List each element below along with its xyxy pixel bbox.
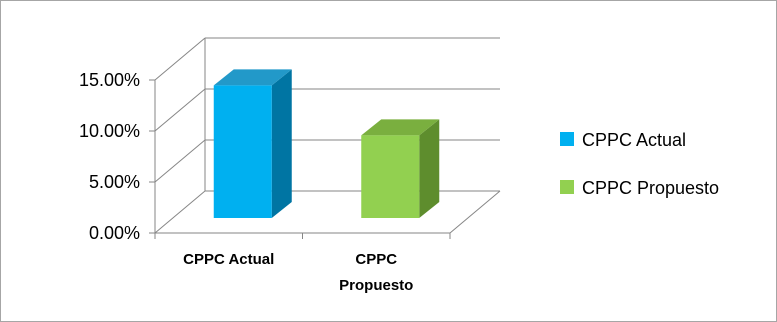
bar-side [419,119,440,218]
legend-swatch [560,132,574,146]
gridline-diagonal [154,190,206,234]
x-tick-label: CPPC Actual [183,251,274,268]
bar-top [361,119,440,136]
y-tick-label: 0.00% [89,223,140,243]
bar-side [271,69,292,219]
bar [361,135,420,218]
y-tick-label: 5.00% [89,172,140,192]
gridline-diagonal [154,88,206,132]
legend-label: CPPC Propuesto [582,178,719,198]
legend-label: CPPC Actual [582,130,686,150]
legend-swatch [560,180,574,194]
x-tick-label: Propuesto [339,277,413,294]
y-tick-label: 10.00% [79,121,140,141]
bar-top [213,69,292,86]
gridline-diagonal [154,139,206,183]
floor-right-edge [449,190,501,234]
bar [213,85,272,219]
y-tick-label: 15.00% [79,70,140,90]
x-tick-label: CPPC [355,251,397,268]
gridline-diagonal [154,37,206,81]
